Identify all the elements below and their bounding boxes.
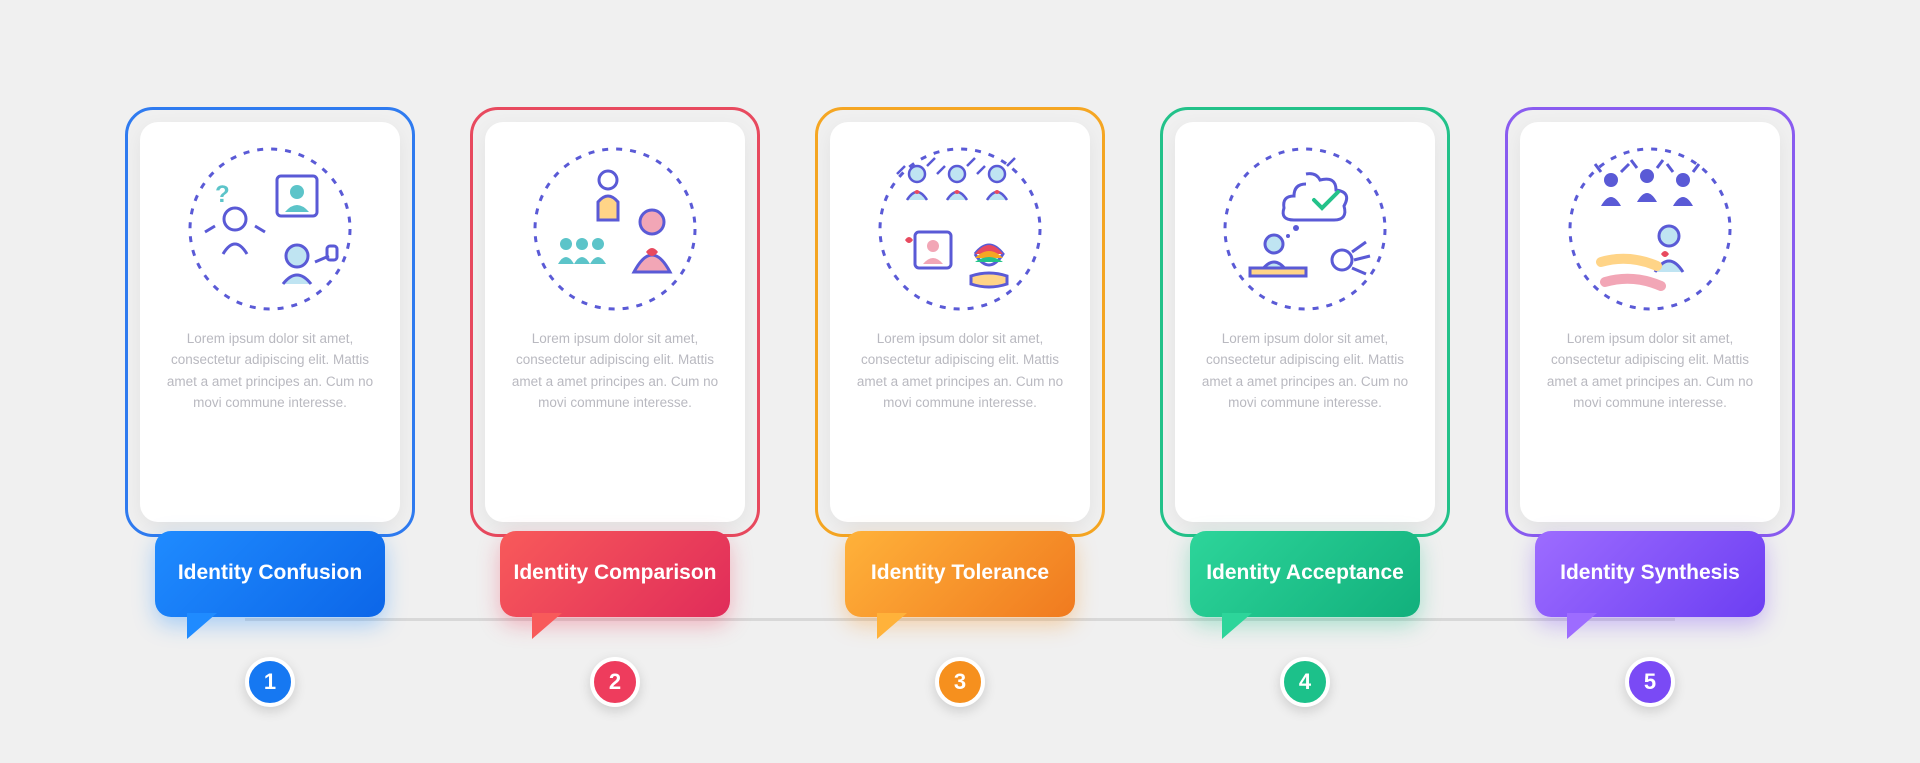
step-card-4: Lorem ipsum dolor sit amet, consectetur … <box>1160 107 1450 537</box>
card-inner: Lorem ipsum dolor sit amet, consectetur … <box>485 122 745 522</box>
step-number-circle: 3 <box>935 657 985 707</box>
step-card-1: Lorem ipsum dolor sit amet, consectetur … <box>125 107 415 537</box>
step-number-circle: 5 <box>1625 657 1675 707</box>
step-card-5: Lorem ipsum dolor sit amet, consectetur … <box>1505 107 1795 537</box>
title-bubble: Identity Synthesis <box>1535 531 1765 617</box>
card-title: Identity Confusion <box>178 560 362 586</box>
card-frame: Lorem ipsum dolor sit amet, consectetur … <box>125 107 415 537</box>
step-number: 2 <box>609 669 621 695</box>
card-description: Lorem ipsum dolor sit amet, consectetur … <box>850 328 1070 414</box>
comparison-icon <box>530 144 700 314</box>
synthesis-icon <box>1565 144 1735 314</box>
title-bubble: Identity Tolerance <box>845 531 1075 617</box>
card-title: Identity Synthesis <box>1560 560 1740 586</box>
step-number: 5 <box>1644 669 1656 695</box>
card-frame: Lorem ipsum dolor sit amet, consectetur … <box>1505 107 1795 537</box>
step-number-circle: 1 <box>245 657 295 707</box>
card-title: Identity Acceptance <box>1206 560 1404 586</box>
confusion-icon <box>185 144 355 314</box>
acceptance-icon <box>1220 144 1390 314</box>
card-title: Identity Tolerance <box>871 560 1049 586</box>
card-frame: Lorem ipsum dolor sit amet, consectetur … <box>470 107 760 537</box>
timeline-line <box>245 618 1675 621</box>
step-card-3: Lorem ipsum dolor sit amet, consectetur … <box>815 107 1105 537</box>
title-bubble: Identity Acceptance <box>1190 531 1420 617</box>
step-number-circle: 4 <box>1280 657 1330 707</box>
step-card-2: Lorem ipsum dolor sit amet, consectetur … <box>470 107 760 537</box>
step-number: 1 <box>264 669 276 695</box>
step-number-circle: 2 <box>590 657 640 707</box>
card-description: Lorem ipsum dolor sit amet, consectetur … <box>1540 328 1760 414</box>
card-description: Lorem ipsum dolor sit amet, consectetur … <box>1195 328 1415 414</box>
card-inner: Lorem ipsum dolor sit amet, consectetur … <box>1520 122 1780 522</box>
tolerance-icon <box>875 144 1045 314</box>
step-number: 3 <box>954 669 966 695</box>
card-frame: Lorem ipsum dolor sit amet, consectetur … <box>815 107 1105 537</box>
step-number: 4 <box>1299 669 1311 695</box>
card-frame: Lorem ipsum dolor sit amet, consectetur … <box>1160 107 1450 537</box>
card-description: Lorem ipsum dolor sit amet, consectetur … <box>160 328 380 414</box>
card-inner: Lorem ipsum dolor sit amet, consectetur … <box>140 122 400 522</box>
card-inner: Lorem ipsum dolor sit amet, consectetur … <box>830 122 1090 522</box>
card-inner: Lorem ipsum dolor sit amet, consectetur … <box>1175 122 1435 522</box>
card-title: Identity Comparison <box>513 560 716 586</box>
infographic-container: Lorem ipsum dolor sit amet, consectetur … <box>125 107 1795 657</box>
title-bubble: Identity Confusion <box>155 531 385 617</box>
card-description: Lorem ipsum dolor sit amet, consectetur … <box>505 328 725 414</box>
title-bubble: Identity Comparison <box>500 531 730 617</box>
